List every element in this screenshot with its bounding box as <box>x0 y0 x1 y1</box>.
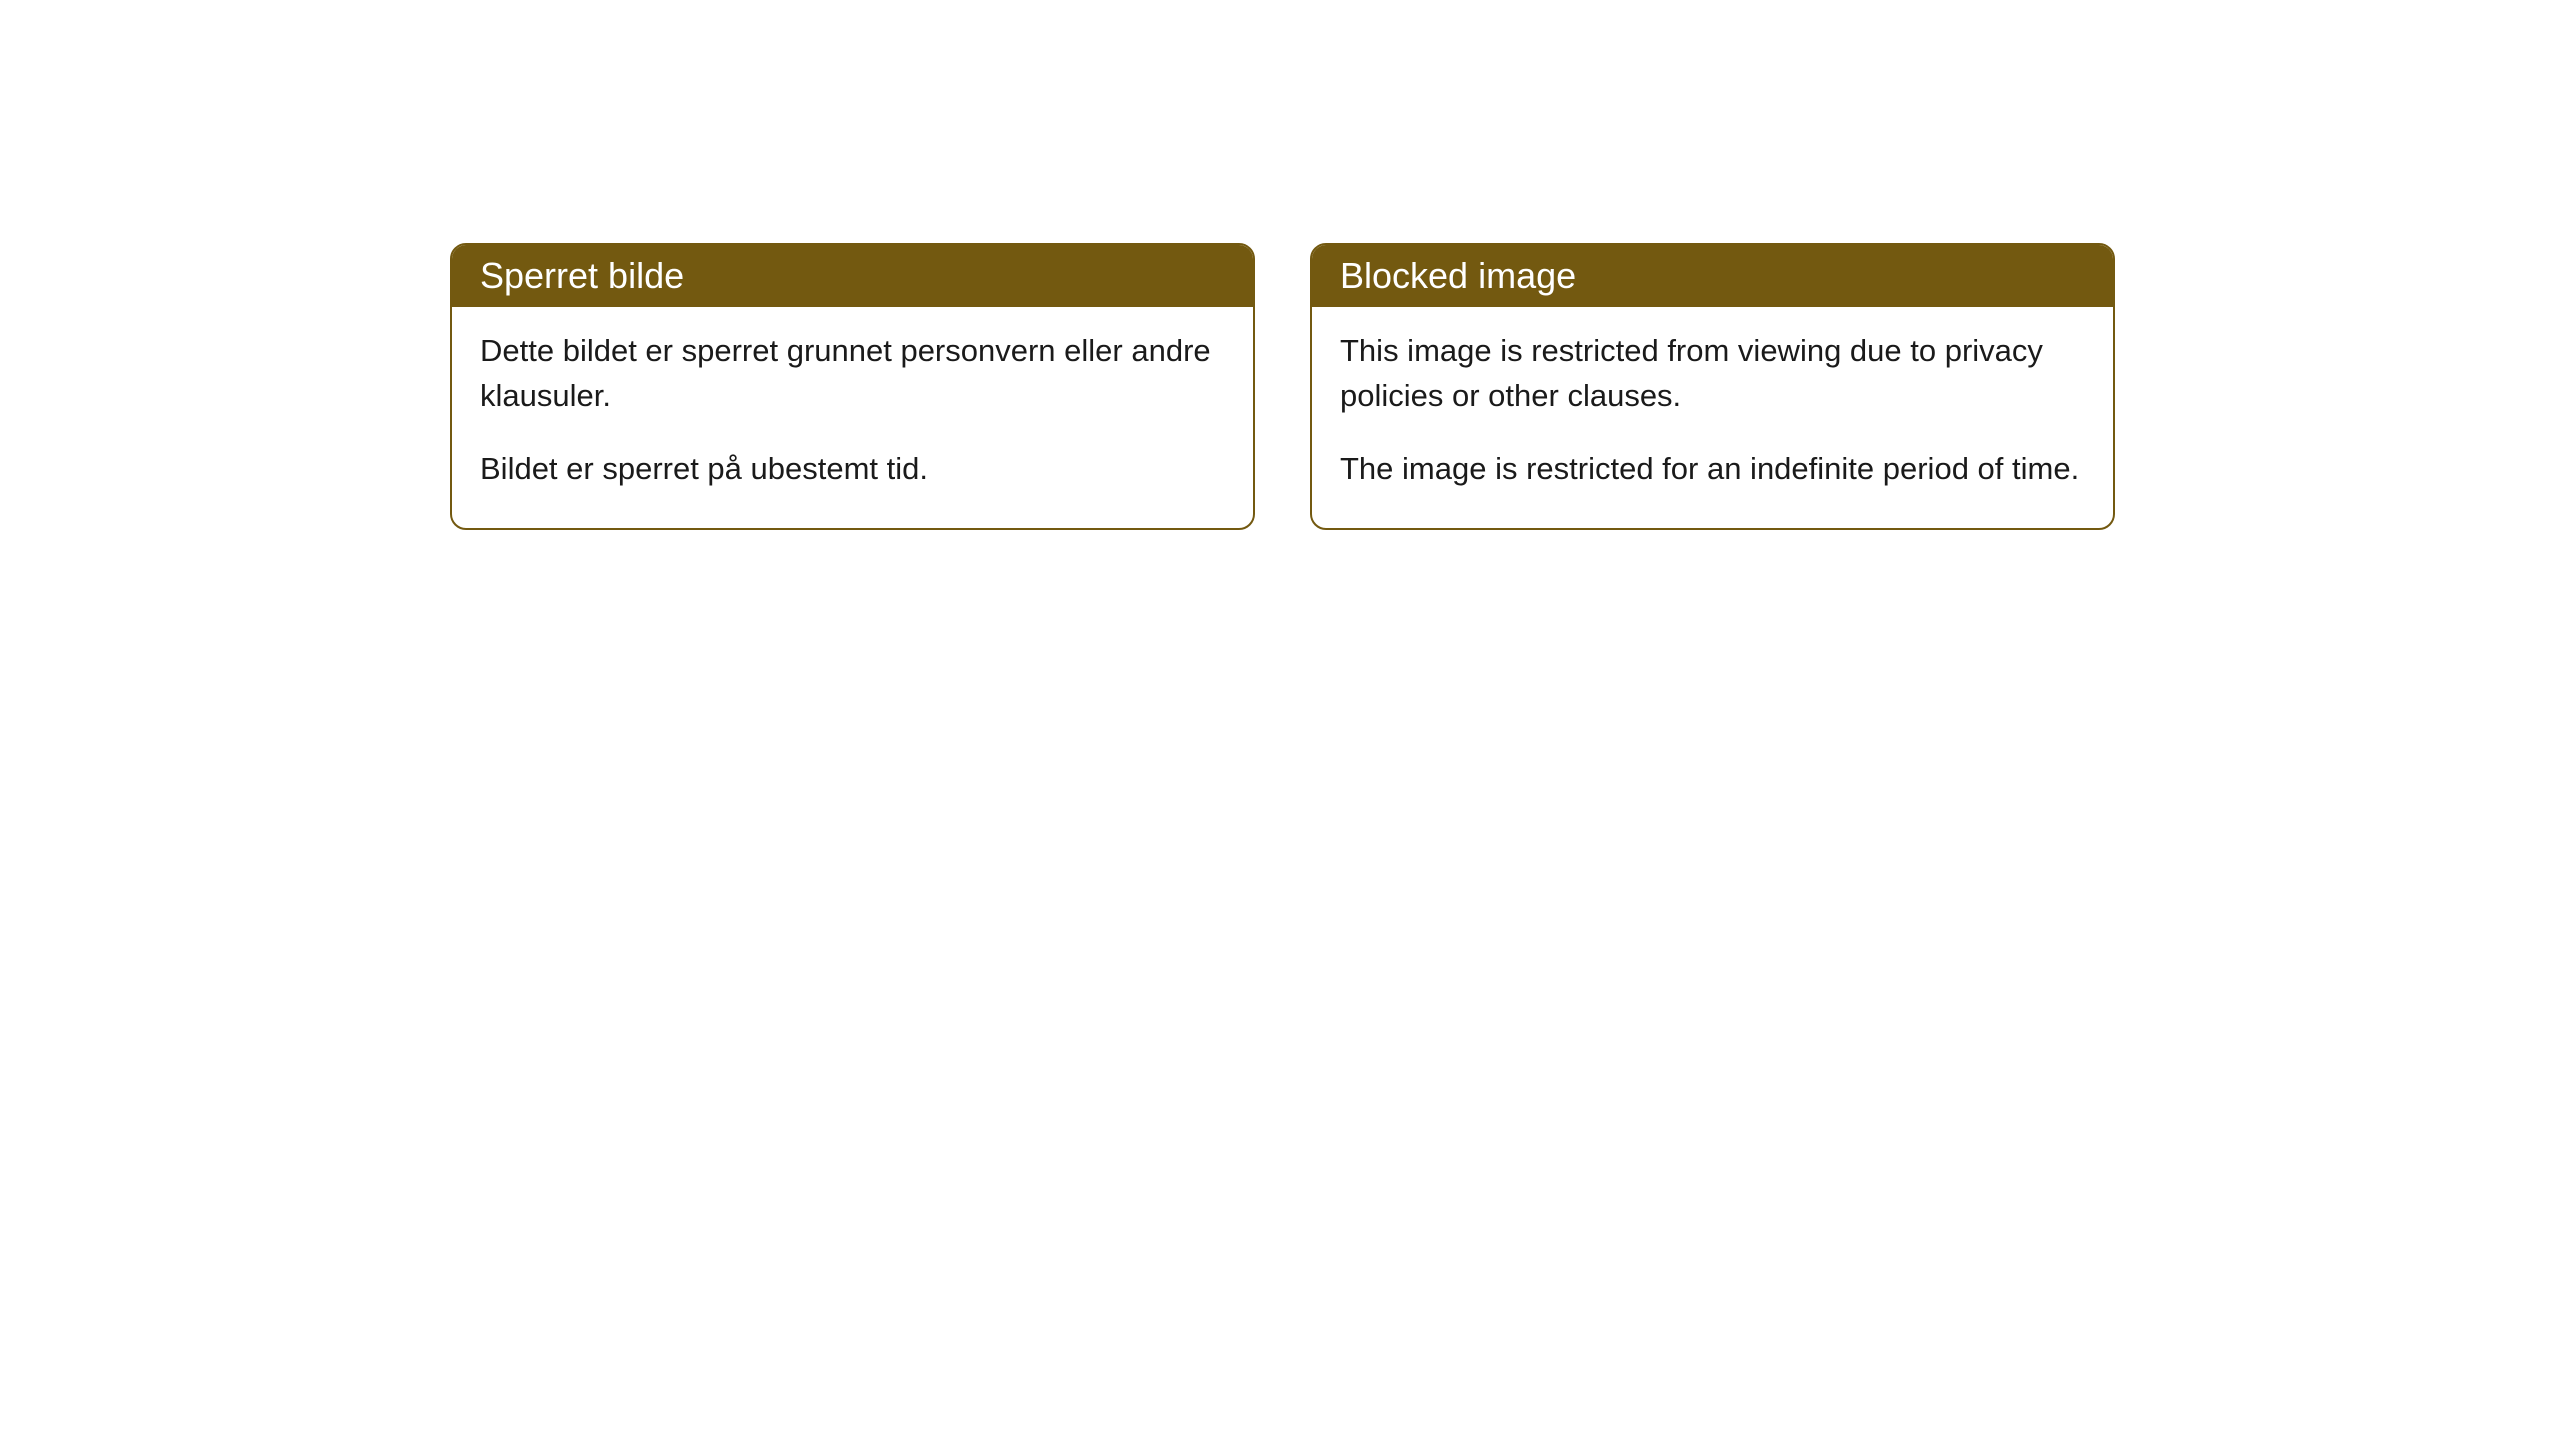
notice-header-english: Blocked image <box>1312 245 2113 307</box>
notice-card-norwegian: Sperret bilde Dette bildet er sperret gr… <box>450 243 1255 530</box>
notice-paragraph-1: This image is restricted from viewing du… <box>1340 329 2085 419</box>
notice-paragraph-2: The image is restricted for an indefinit… <box>1340 447 2085 492</box>
notice-paragraph-1: Dette bildet er sperret grunnet personve… <box>480 329 1225 419</box>
notice-body-norwegian: Dette bildet er sperret grunnet personve… <box>452 307 1253 528</box>
notice-card-english: Blocked image This image is restricted f… <box>1310 243 2115 530</box>
notice-cards-container: Sperret bilde Dette bildet er sperret gr… <box>450 243 2115 530</box>
notice-body-english: This image is restricted from viewing du… <box>1312 307 2113 528</box>
notice-header-norwegian: Sperret bilde <box>452 245 1253 307</box>
notice-paragraph-2: Bildet er sperret på ubestemt tid. <box>480 447 1225 492</box>
